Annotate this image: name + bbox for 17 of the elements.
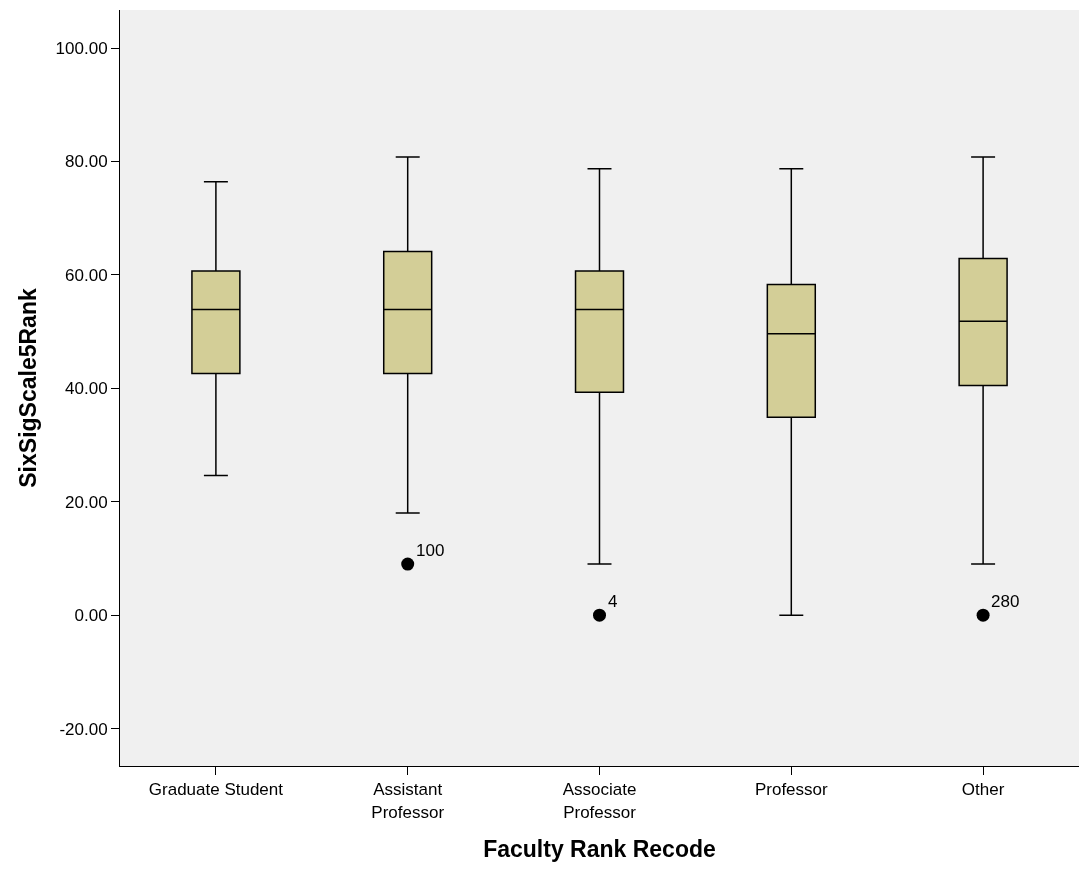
x-tick-label: Assistant Professor	[371, 780, 445, 822]
y-axis-title: SixSigScale5Rank	[15, 288, 42, 488]
x-axis-title: Faculty Rank Recode	[483, 836, 716, 863]
x-tick-label: Other	[961, 780, 1005, 800]
y-tick-label: 80.00	[65, 152, 108, 172]
y-tick-label: 60.00	[65, 265, 108, 285]
annotation: 4	[608, 592, 618, 611]
x-tick-label: Professor	[754, 780, 829, 800]
x-tick-label: Graduate Student	[148, 780, 284, 800]
y-tick-label: 100.00	[55, 38, 108, 58]
annotation: 280	[991, 592, 1020, 611]
y-tick-label: -20.00	[59, 719, 108, 739]
x-tick-label: Associate Professor	[562, 780, 637, 822]
y-tick-label: 0.00	[74, 606, 108, 626]
annotation: 100	[416, 541, 445, 560]
y-tick-label: 20.00	[65, 492, 108, 512]
y-tick-label: 40.00	[65, 379, 108, 399]
